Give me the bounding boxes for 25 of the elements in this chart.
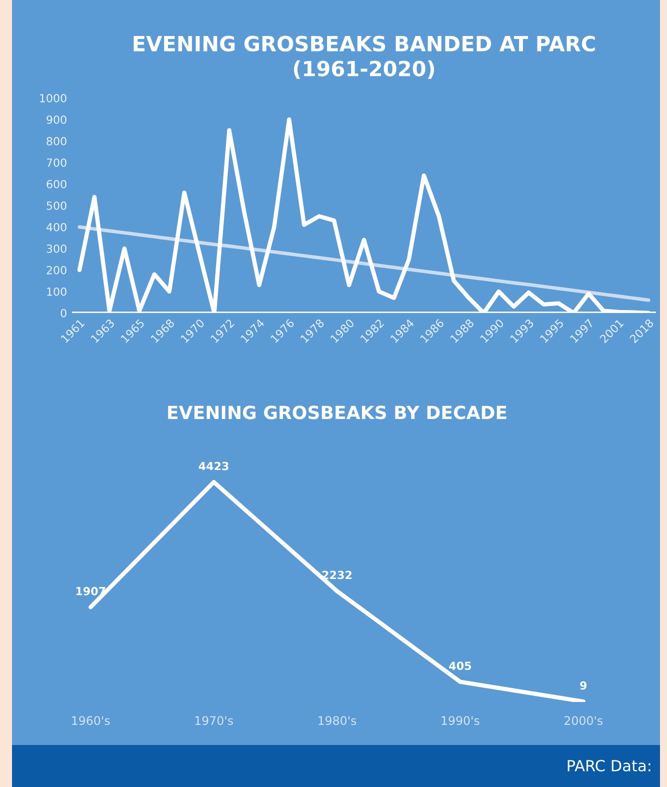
x-tick-label: 1970's (195, 716, 233, 726)
data-label: 4423 (198, 462, 228, 470)
y-tick-label: 200 (46, 266, 66, 274)
y-tick-label: 0 (60, 308, 66, 318)
chart-title: EVENING GROSBEAKS BY DECADE (168, 406, 506, 420)
y-tick-label: 500 (46, 201, 66, 210)
y-tick-label: 700 (46, 158, 66, 167)
x-tick-label: 2000's (564, 716, 603, 726)
x-tick-label: 1960's (72, 716, 110, 726)
data-label: 9 (580, 681, 587, 690)
text: PARC Data: (568, 760, 650, 772)
data-label: 405 (449, 662, 472, 670)
line-series (78, 225, 650, 302)
y-tick-label: 800 (46, 136, 66, 146)
chart-title: EVENING GROSBEAKS BANDED AT PARC (1961-2020) (134, 36, 595, 79)
y-tick-label: 400 (46, 222, 66, 232)
data-label: 1907 (76, 586, 106, 596)
y-tick-label: 300 (46, 244, 66, 253)
y-tick-label: 900 (46, 115, 66, 124)
y-tick-label: 100 (47, 287, 66, 296)
x-tick-label: 1980's (318, 716, 356, 726)
y-tick-label: 600 (46, 180, 66, 188)
x-tick-label: 1990's (442, 716, 480, 726)
y-tick-label: 1000 (40, 94, 66, 102)
data-label: 2232 (322, 570, 352, 580)
